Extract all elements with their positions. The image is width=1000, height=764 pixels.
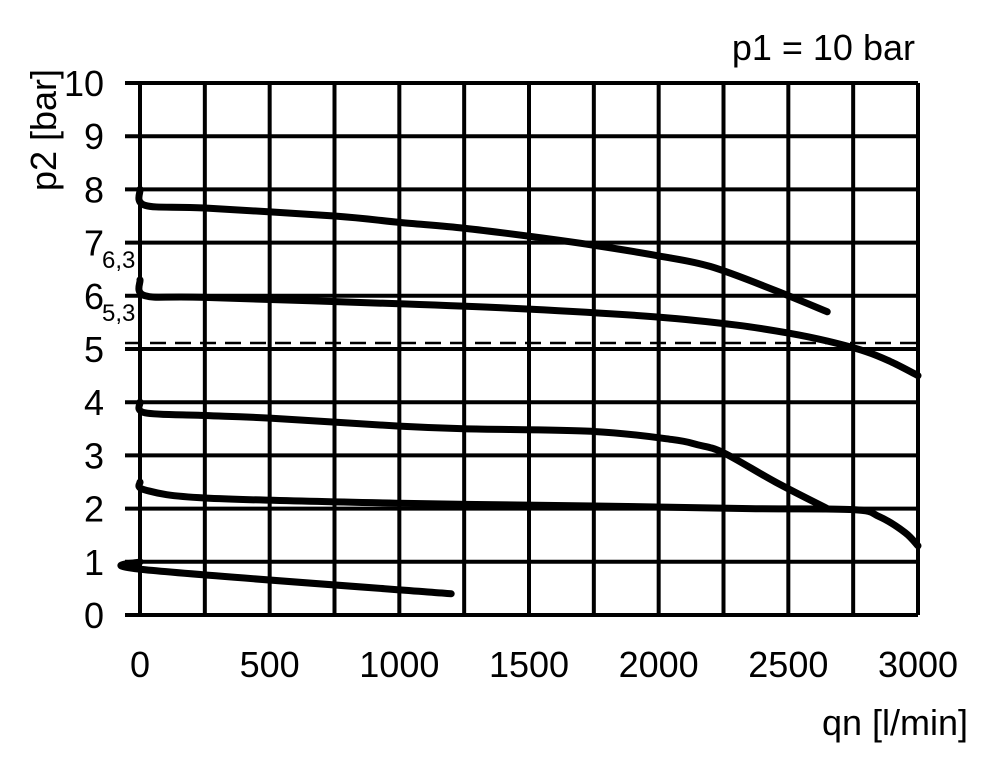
x-tick-labels: 0 500 1000 1500 2000 2500 3000 (130, 644, 958, 685)
y-axis-label: p2 [bar] (23, 69, 64, 191)
x-axis-label: qn [l/min] (822, 702, 968, 743)
y-tick-label: 7 (84, 223, 104, 264)
series-line-3 (135, 398, 831, 513)
x-tick-label: 500 (240, 644, 300, 685)
y-tick-label: 6 (84, 276, 104, 317)
annotations: 6,3 5,3 (102, 247, 135, 327)
series-lines (117, 185, 922, 598)
x-tick-label: 0 (130, 644, 150, 685)
x-tick-label: 3000 (878, 644, 958, 685)
annotation-label: 6,3 (102, 247, 135, 274)
y-tick-label: 2 (84, 489, 104, 530)
y-tick-label: 5 (84, 329, 104, 370)
series-line-4 (135, 478, 922, 550)
series-line-5 (117, 558, 455, 598)
x-tick-label: 2000 (619, 644, 699, 685)
series-line-2 (135, 276, 922, 380)
x-tick-label: 1000 (359, 644, 439, 685)
y-tick-label: 0 (84, 595, 104, 636)
x-tick-label: 1500 (489, 644, 569, 685)
y-tick-label: 1 (84, 542, 104, 583)
y-tick-label: 10 (64, 63, 104, 104)
annotation-label: 5,3 (102, 300, 135, 327)
chart-title: p1 = 10 bar (732, 27, 915, 68)
series-line-1 (135, 185, 831, 316)
grid (125, 81, 920, 617)
y-tick-label: 4 (84, 382, 104, 423)
y-tick-label: 8 (84, 169, 104, 210)
y-tick-label: 9 (84, 116, 104, 157)
y-tick-labels: 0 1 2 3 4 5 6 7 8 9 10 (64, 63, 104, 636)
x-tick-label: 2500 (748, 644, 828, 685)
y-tick-label: 3 (84, 435, 104, 476)
